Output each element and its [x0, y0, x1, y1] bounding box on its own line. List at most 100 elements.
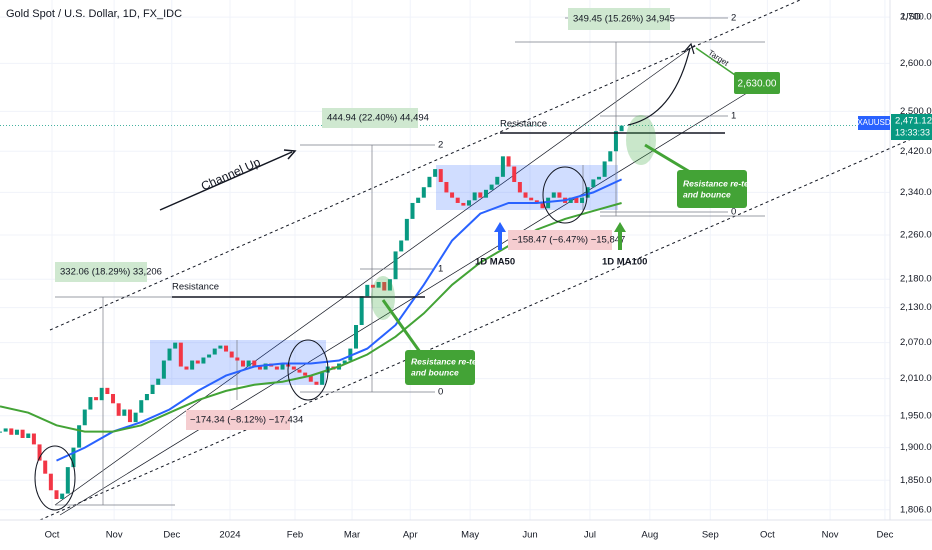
x-tick-label: Jul	[584, 530, 596, 541]
candle	[433, 169, 438, 177]
candle	[105, 387, 110, 395]
candle	[365, 284, 370, 297]
candle	[173, 342, 178, 349]
x-tick-label: Aug	[641, 530, 658, 541]
candle	[139, 400, 144, 413]
candle	[517, 182, 522, 193]
candle	[523, 192, 528, 198]
callout	[405, 350, 475, 385]
candle	[88, 397, 93, 410]
candle	[218, 345, 223, 349]
candle	[551, 192, 556, 198]
target-box	[734, 72, 780, 94]
measure-box	[55, 262, 147, 282]
candle	[580, 197, 585, 203]
fib-label: 0	[731, 207, 736, 218]
candle	[116, 403, 121, 416]
candle	[20, 429, 25, 438]
x-tick-label: 2024	[219, 530, 240, 541]
candle	[461, 202, 466, 206]
measure-label: −174.34 (−8.12%) −17,434	[190, 415, 303, 426]
y-tick-label: 2,340.00	[900, 187, 932, 198]
countdown: 13:33:33	[895, 127, 930, 137]
candle	[354, 325, 358, 349]
ma100-label: 1D MA100	[602, 257, 647, 268]
candle	[190, 360, 195, 370]
candle	[229, 351, 234, 358]
candle	[3, 428, 8, 432]
candle	[596, 176, 601, 180]
resistance-label: Resistance	[500, 119, 547, 130]
callout-pointer	[644, 143, 691, 174]
candle	[399, 240, 404, 252]
candle	[450, 192, 455, 198]
callout	[677, 170, 747, 208]
candle	[529, 197, 534, 201]
candle	[195, 360, 200, 364]
candle	[467, 200, 472, 206]
x-tick-label: Apr	[403, 530, 418, 541]
candle	[77, 425, 82, 448]
candle	[472, 192, 477, 201]
candle	[382, 282, 387, 291]
candle	[161, 360, 166, 379]
y-tick-label: 1,806.00	[900, 504, 932, 515]
candle	[421, 187, 426, 198]
fib-label: 2	[731, 13, 736, 24]
candle	[48, 473, 53, 491]
chart-title: Gold Spot / U.S. Dollar, 1D, FX_IDC	[6, 8, 182, 20]
target-line	[695, 47, 736, 76]
candle	[207, 354, 212, 358]
candle	[111, 394, 116, 404]
candle	[178, 342, 183, 367]
candle	[150, 384, 155, 395]
candle	[500, 156, 505, 177]
candle	[608, 151, 613, 162]
candle	[540, 202, 545, 209]
candle	[438, 169, 443, 183]
price-tag	[891, 114, 932, 140]
target-price: 2,630.00	[738, 79, 777, 90]
candle	[303, 372, 308, 376]
candle	[127, 409, 132, 423]
candle	[60, 493, 65, 499]
candle	[478, 192, 483, 198]
candle	[512, 166, 517, 183]
candle	[376, 282, 381, 288]
candle	[224, 345, 229, 352]
candle	[9, 428, 14, 435]
candle	[613, 131, 618, 152]
candle	[314, 381, 319, 385]
fib-label: 2	[438, 140, 443, 151]
fib-label: 1	[438, 264, 443, 275]
candle	[280, 363, 285, 370]
x-tick-label: Mar	[344, 530, 360, 541]
y-tick-label: 2,600.00	[900, 58, 932, 69]
x-tick-label: May	[461, 530, 479, 541]
candle	[557, 192, 562, 198]
y-tick-label: 2,420.00	[900, 146, 932, 157]
arrowhead	[283, 149, 297, 160]
circles	[34, 166, 588, 511]
x-tick-label: Oct	[45, 530, 60, 541]
fib-label: 1	[731, 111, 736, 122]
candle	[619, 125, 624, 132]
candle	[308, 375, 313, 382]
candle	[156, 378, 161, 385]
y-tick-label: 2,180.00	[900, 274, 932, 285]
channel-inner	[54, 44, 696, 506]
candle	[602, 161, 607, 177]
axis: 1,806.00 1,850.00 1,900.00 1,950.00 2,010.00…	[45, 12, 932, 541]
channel-lower	[39, 129, 932, 521]
candle	[370, 284, 375, 288]
candle	[167, 348, 172, 361]
candle	[546, 197, 551, 209]
candle	[568, 197, 573, 203]
grid	[0, 0, 890, 520]
x-tick-label: Dec	[163, 530, 180, 541]
measure-box	[322, 108, 418, 128]
measure-box	[186, 410, 290, 430]
candle	[263, 363, 268, 370]
candle	[410, 202, 415, 219]
candle	[14, 429, 19, 435]
